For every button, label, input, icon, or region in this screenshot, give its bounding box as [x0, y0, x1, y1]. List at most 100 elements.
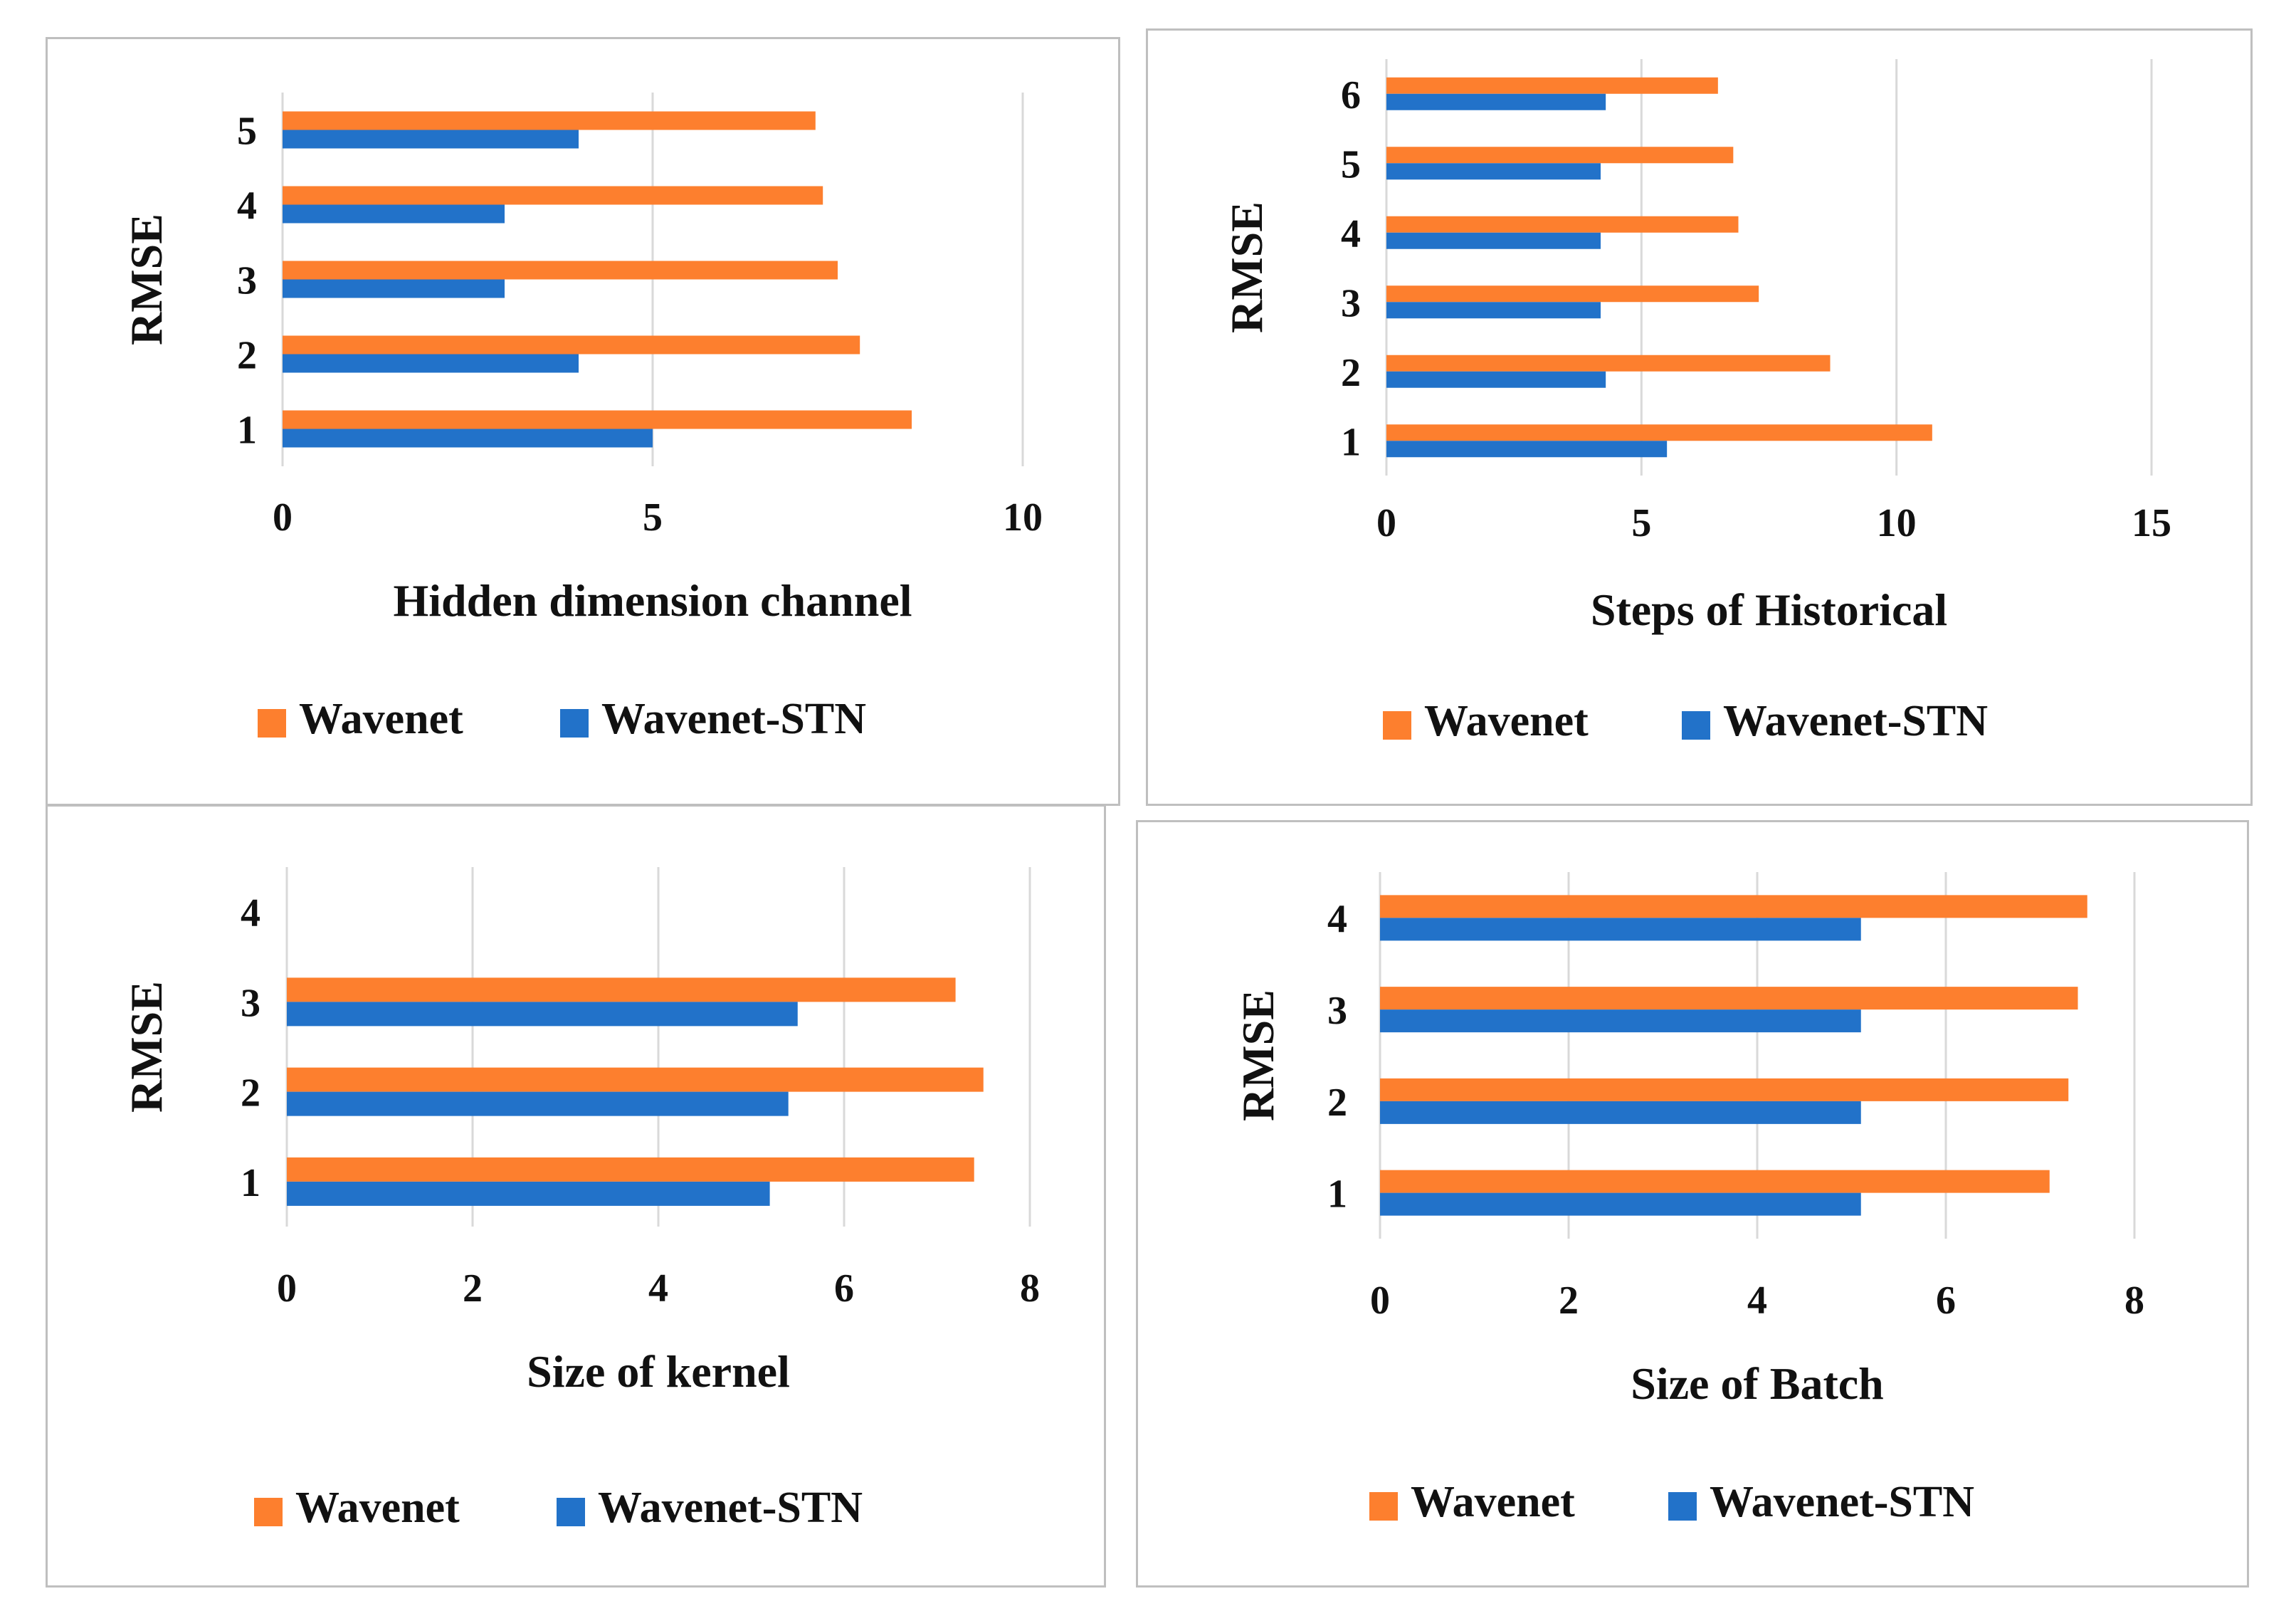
- bar-wavenet-stn: [1380, 1192, 1861, 1216]
- bar-wavenet: [283, 335, 860, 355]
- legend: Wavenet Wavenet-STN: [1369, 1478, 1974, 1526]
- legend: Wavenet Wavenet-STN: [1383, 697, 1988, 745]
- y-category-label: 3: [1341, 281, 1361, 325]
- bar-wavenet: [1380, 1170, 2050, 1193]
- x-tick-label: 8: [2124, 1279, 2144, 1323]
- legend-swatch-wavenet: [254, 1498, 283, 1526]
- bar-wavenet: [1386, 285, 1759, 303]
- bar-wavenet-stn: [287, 1002, 798, 1027]
- y-category-label: 4: [1341, 212, 1361, 256]
- y-category-label: 3: [237, 259, 257, 303]
- bar-wavenet: [283, 261, 838, 280]
- y-category-label: 1: [237, 409, 257, 453]
- x-axis-title: Steps of Historical: [1591, 584, 1947, 635]
- bar-wavenet: [1386, 355, 1831, 372]
- bar-wavenet-stn: [283, 354, 579, 373]
- legend-label-wavenet-stn: Wavenet-STN: [601, 695, 866, 743]
- bar-wavenet-stn: [1386, 93, 1606, 110]
- y-category-label: 2: [1341, 351, 1361, 395]
- y-category-label: 5: [1341, 142, 1361, 187]
- chart-panel-hidden-dimension: 0 5 10 1 2 3 4 5 Hidden dimension channel RMSE Wav…: [46, 37, 1120, 806]
- bar-wavenet-stn: [1380, 1101, 1861, 1124]
- legend-swatch-wavenet-stn: [557, 1498, 585, 1526]
- y-category-label: 2: [237, 334, 257, 378]
- legend-swatch-wavenet-stn: [1682, 711, 1710, 740]
- bar-wavenet-stn: [1380, 1009, 1861, 1033]
- y-category-label: 2: [241, 1071, 260, 1116]
- y-category-label: 3: [241, 981, 260, 1025]
- chart-panel-steps-historical: 0 5 10 15 1 2 3 4 5 6 Steps of Historical RMSE Waven…: [1146, 28, 2253, 806]
- bar-wavenet-stn: [1386, 232, 1601, 249]
- bar-wavenet-stn: [283, 204, 505, 224]
- bar-wavenet-stn: [287, 1091, 789, 1116]
- bar-wavenet: [1380, 895, 2087, 918]
- y-axis-title: RMSE: [121, 214, 172, 345]
- bar-wavenet-stn: [283, 130, 579, 149]
- bar-wavenet-stn: [1380, 918, 1861, 941]
- y-axis-title: RMSE: [1221, 201, 1272, 333]
- bar-wavenet: [1386, 216, 1739, 233]
- y-axis-title: RMSE: [1233, 990, 1283, 1121]
- bar-chart-hidden-dimension: 0 5 10 1 2 3 4 5 Hidden dimension channel RMSE Wav…: [121, 93, 1043, 743]
- y-category-label: 4: [241, 891, 260, 935]
- x-tick-label: 0: [277, 1266, 297, 1311]
- bar-wavenet: [1386, 424, 1932, 441]
- bar-wavenet: [1386, 77, 1718, 94]
- x-axis-title: Hidden dimension channel: [393, 575, 912, 626]
- bar-wavenet-stn: [1386, 163, 1601, 180]
- x-tick-label: 4: [1747, 1279, 1767, 1323]
- bar-wavenet: [1380, 1078, 2069, 1101]
- bar-wavenet-stn: [287, 1181, 770, 1206]
- y-axis-title: RMSE: [121, 981, 172, 1113]
- x-tick-label: 5: [1631, 501, 1651, 545]
- bar-wavenet: [283, 186, 823, 205]
- bar-wavenet: [1386, 147, 1734, 164]
- x-axis-title: Size of kernel: [527, 1346, 790, 1397]
- legend-label-wavenet-stn: Wavenet-STN: [598, 1484, 863, 1532]
- y-category-label: 4: [1327, 897, 1347, 941]
- x-tick-label: 6: [1936, 1279, 1956, 1323]
- x-axis-title: Size of Batch: [1631, 1358, 1884, 1409]
- legend: Wavenet Wavenet-STN: [258, 695, 866, 743]
- x-tick-label: 0: [273, 495, 293, 540]
- x-tick-label: 2: [463, 1266, 483, 1311]
- x-tick-label: 0: [1376, 501, 1396, 545]
- bar-chart-steps-historical: 0 5 10 15 1 2 3 4 5 6 Steps of Historical RMSE Waven…: [1221, 59, 2171, 745]
- y-category-label: 1: [241, 1161, 260, 1205]
- x-tick-label: 10: [1003, 495, 1043, 540]
- y-category-label: 1: [1341, 420, 1361, 464]
- bar-wavenet: [283, 410, 912, 429]
- y-category-label: 1: [1327, 1172, 1347, 1217]
- y-category-label: 4: [237, 184, 257, 229]
- chart-panel-batch-size: 0 2 4 6 8 1 2 3 4 Size of Batch RMSE Wavenet Wavenet…: [1136, 820, 2249, 1588]
- legend-label-wavenet: Wavenet: [1411, 1478, 1575, 1526]
- chart-panel-kernel-size: 0 2 4 6 8 1 2 3 4 Size of kernel RMSE Wavenet Wavene…: [46, 804, 1106, 1588]
- legend-label-wavenet-stn: Wavenet-STN: [1723, 697, 1988, 745]
- legend-label-wavenet: Wavenet: [295, 1484, 460, 1532]
- bar-wavenet-stn: [283, 279, 505, 298]
- legend-swatch-wavenet-stn: [1668, 1492, 1697, 1521]
- legend-swatch-wavenet-stn: [560, 709, 589, 738]
- x-tick-label: 15: [2132, 501, 2171, 545]
- x-tick-label: 2: [1559, 1279, 1579, 1323]
- bar-wavenet: [287, 1157, 974, 1182]
- bar-wavenet: [287, 1067, 984, 1092]
- y-category-label: 5: [237, 110, 257, 154]
- bar-wavenet: [283, 111, 816, 130]
- x-tick-label: 5: [643, 495, 663, 540]
- bar-wavenet-stn: [1386, 441, 1668, 458]
- y-category-label: 3: [1327, 989, 1347, 1033]
- legend-swatch-wavenet: [258, 709, 286, 738]
- legend-label-wavenet: Wavenet: [1424, 697, 1589, 745]
- legend-label-wavenet-stn: Wavenet-STN: [1710, 1478, 1974, 1526]
- x-tick-label: 8: [1020, 1266, 1040, 1311]
- legend-swatch-wavenet: [1383, 711, 1411, 740]
- x-tick-label: 6: [834, 1266, 854, 1311]
- bar-wavenet: [1380, 987, 2078, 1010]
- bar-wavenet-stn: [283, 429, 653, 448]
- legend: Wavenet Wavenet-STN: [254, 1484, 863, 1532]
- y-category-label: 2: [1327, 1081, 1347, 1125]
- bar-wavenet-stn: [1386, 371, 1606, 388]
- x-tick-label: 0: [1370, 1279, 1390, 1323]
